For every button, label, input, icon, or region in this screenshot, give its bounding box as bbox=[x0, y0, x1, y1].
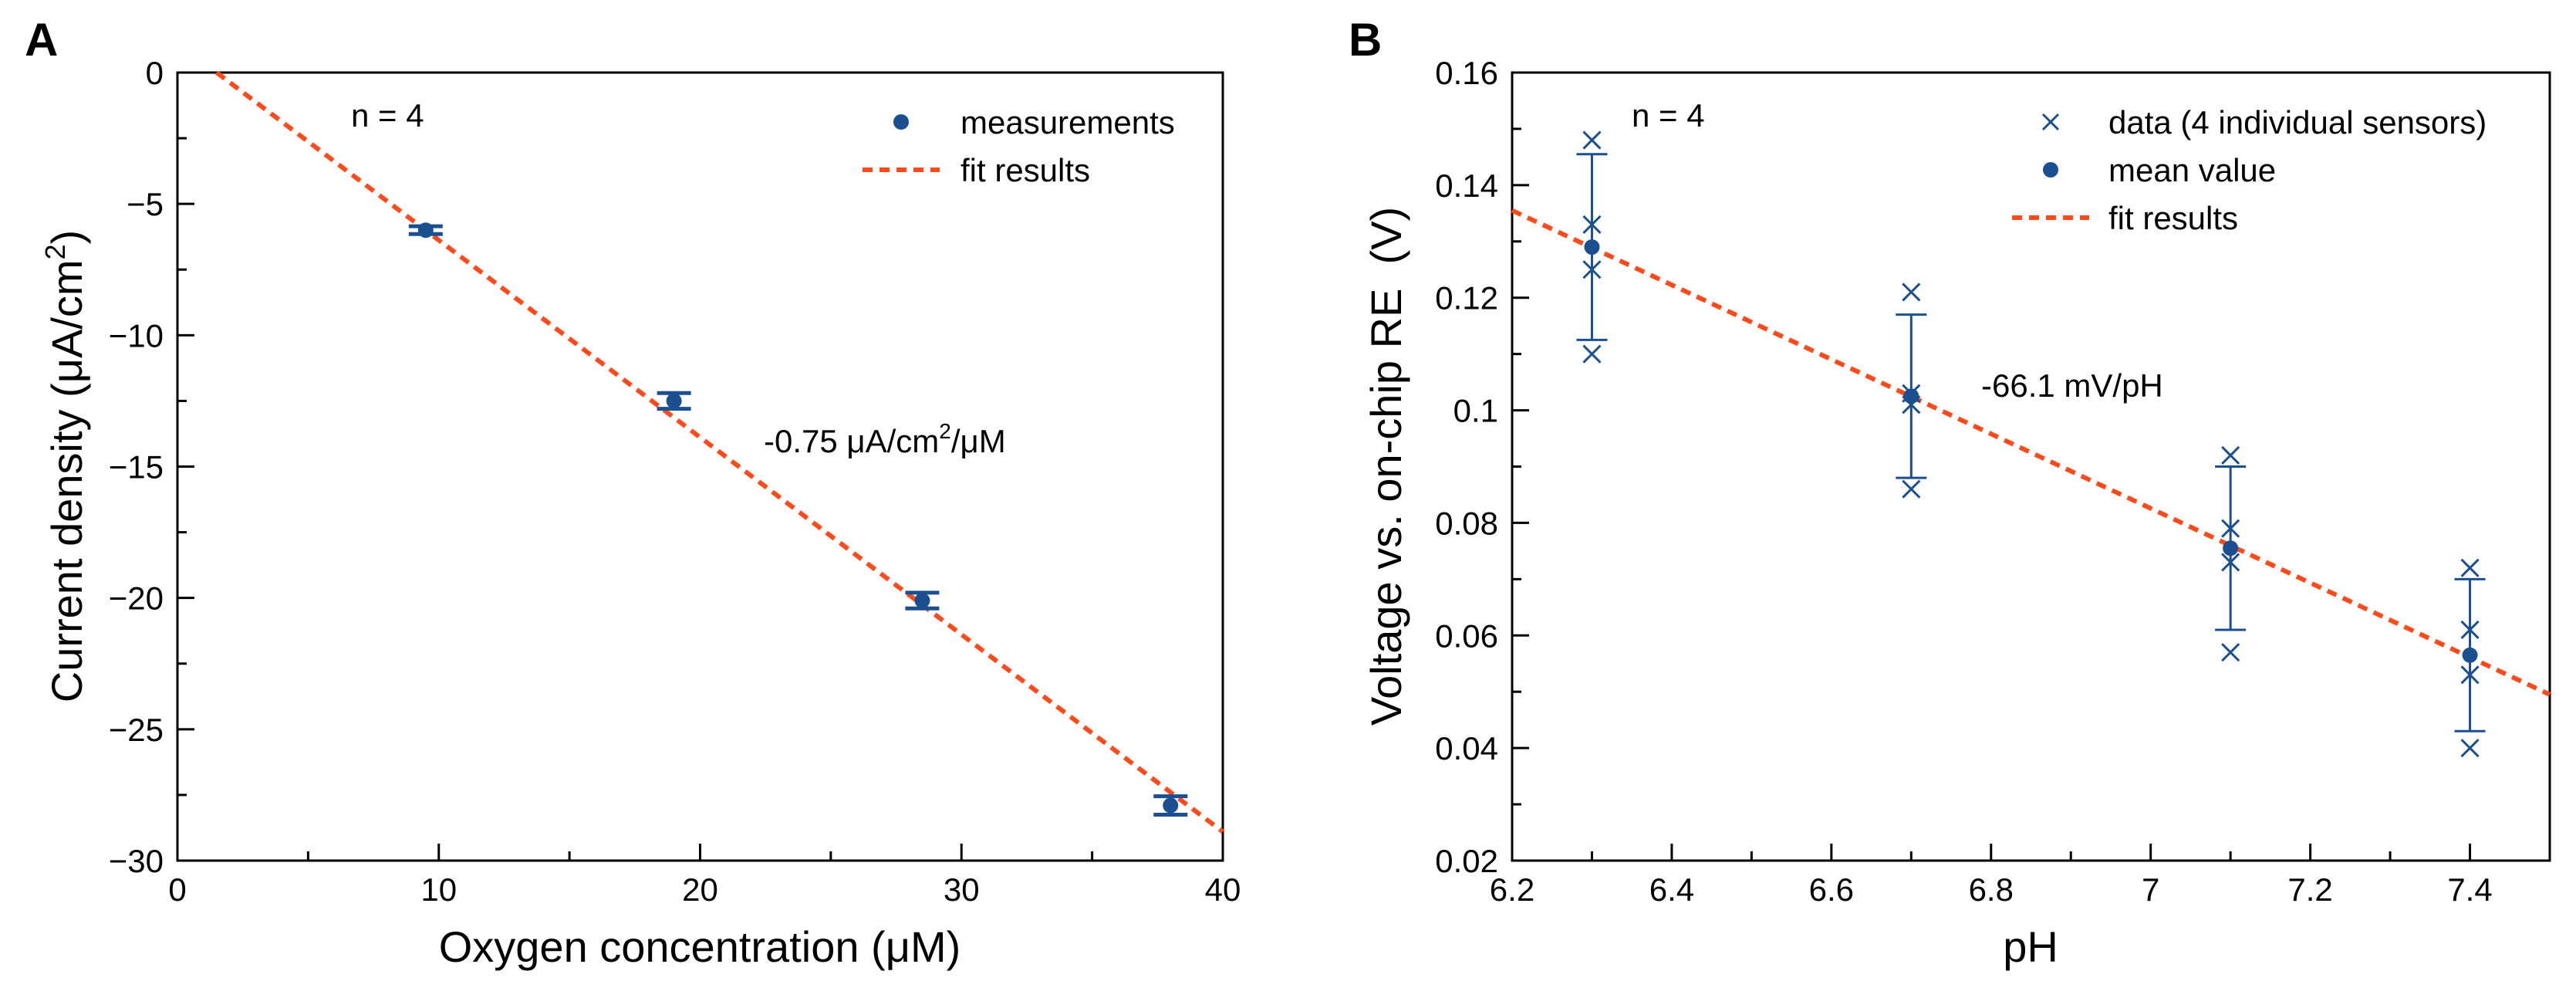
panel-b-legend: data (4 individual sensors) mean value f… bbox=[2012, 104, 2487, 236]
panel-a-marks bbox=[215, 70, 1224, 834]
panel-a-slope-label: -0.75 μA/cm2/μM bbox=[764, 419, 1006, 459]
y-tick-label: 0.02 bbox=[1435, 843, 1498, 879]
panel-b-x-axis-label: pH bbox=[2003, 922, 2058, 971]
panel-b-ticks bbox=[1511, 71, 2551, 862]
panel-a-tick-labels: 0 10 20 30 40 0 −5 −10 −15 −20 −25 −30 bbox=[109, 55, 1241, 908]
panel-a-frame bbox=[176, 71, 1224, 862]
panel-a-label: A bbox=[25, 14, 58, 66]
y-tick-label: 0 bbox=[146, 55, 164, 91]
panel-a-x-axis-label: Oxygen concentration (μM) bbox=[439, 922, 961, 971]
y-tick-label: −30 bbox=[109, 843, 164, 879]
x-tick-label: 10 bbox=[420, 871, 457, 908]
panel-a-y-axis-label-main: Current density (μA/cm bbox=[42, 259, 91, 702]
data-point-cross bbox=[1902, 282, 1921, 302]
panel-a-legend: measurements fit results bbox=[863, 104, 1175, 188]
panel-a-slope-end: /μM bbox=[951, 423, 1006, 459]
mean-point bbox=[1903, 388, 1919, 404]
legend-b-fit-label: fit results bbox=[2108, 200, 2238, 236]
legend-a-measurements-marker bbox=[893, 114, 909, 130]
legend-a-measurements-label: measurements bbox=[961, 104, 1175, 140]
legend-b-data-label: data (4 individual sensors) bbox=[2108, 104, 2487, 140]
data-point-cross bbox=[1902, 479, 1921, 499]
panel-b-slope-label: -66.1 mV/pH bbox=[1981, 367, 2163, 404]
panel-a-ticks bbox=[176, 71, 1224, 862]
panel-b-marks bbox=[1511, 130, 2551, 758]
fit-line bbox=[1511, 208, 2551, 697]
y-tick-label: 0.12 bbox=[1435, 280, 1498, 316]
panel-b-tick-labels: 6.2 6.4 6.6 6.8 7 7.2 7.4 0.02 0.04 0.06 0.08 0.1 0.… bbox=[1435, 55, 2492, 908]
x-tick-label: 20 bbox=[682, 871, 718, 908]
x-tick-label: 7 bbox=[2142, 871, 2159, 908]
mean-point bbox=[2462, 647, 2478, 663]
mean-point bbox=[1584, 239, 1600, 255]
mean-point bbox=[914, 593, 930, 609]
mean-point bbox=[2223, 540, 2239, 557]
y-tick-label: 0.08 bbox=[1435, 505, 1498, 541]
data-point-cross bbox=[1582, 130, 1602, 150]
y-tick-label: −10 bbox=[109, 317, 164, 354]
x-tick-label: 40 bbox=[1205, 871, 1241, 908]
y-tick-label: 0.1 bbox=[1453, 393, 1498, 429]
panel-a-y-axis-label-end: ) bbox=[42, 230, 91, 245]
data-point-cross bbox=[1582, 344, 1602, 364]
panel-b-sample-note: n = 4 bbox=[1632, 97, 1705, 134]
legend-a-fit-label: fit results bbox=[961, 152, 1090, 188]
panel-a-slope-main: -0.75 μA/cm bbox=[764, 423, 939, 459]
data-point-cross bbox=[2221, 643, 2240, 662]
fit-line bbox=[215, 70, 1224, 834]
y-tick-label: 0.06 bbox=[1435, 617, 1498, 654]
legend-b-mean-label: mean value bbox=[2108, 152, 2276, 188]
legend-b-cross-marker bbox=[2041, 113, 2060, 131]
y-tick-label: −5 bbox=[127, 186, 164, 222]
data-point-cross bbox=[2460, 739, 2480, 758]
x-tick-label: 7.4 bbox=[2447, 871, 2492, 908]
mean-point bbox=[1163, 797, 1179, 814]
panel-b-frame bbox=[1511, 71, 2551, 862]
y-tick-label: 0.04 bbox=[1435, 730, 1498, 766]
y-tick-label: −20 bbox=[109, 580, 164, 617]
x-tick-label: 6.2 bbox=[1490, 871, 1534, 908]
panel-a-sample-note: n = 4 bbox=[351, 97, 424, 134]
y-tick-label: −15 bbox=[109, 449, 164, 485]
y-tick-label: 0.14 bbox=[1435, 167, 1498, 204]
panel-a-y-axis-label-sup: 2 bbox=[39, 244, 71, 259]
panel-a-y-axis-label: Current density (μA/cm2) bbox=[39, 230, 91, 702]
mean-point bbox=[417, 222, 434, 239]
x-tick-label: 6.4 bbox=[1649, 871, 1694, 908]
panel-b-label: B bbox=[1349, 14, 1382, 66]
x-tick-label: 6.8 bbox=[1969, 871, 2014, 908]
panel-b: B 6.2 6.4 6.6 6.8 7 7.2 7.4 0.02 0.04 0.06 0.08 0.1… bbox=[1349, 14, 2551, 971]
panel-b-y-axis-label: Voltage vs. on-chip RE (V) bbox=[1362, 207, 1410, 726]
legend-b-mean-marker bbox=[2043, 162, 2058, 178]
data-point-cross bbox=[2460, 558, 2480, 577]
mean-point bbox=[666, 393, 682, 409]
data-point-cross bbox=[2221, 445, 2240, 465]
panel-a-slope-sup: 2 bbox=[939, 419, 951, 443]
x-tick-label: 7.2 bbox=[2287, 871, 2332, 908]
y-tick-label: −25 bbox=[109, 712, 164, 748]
x-tick-label: 6.6 bbox=[1809, 871, 1854, 908]
x-tick-label: 0 bbox=[168, 871, 186, 908]
x-tick-label: 30 bbox=[944, 871, 980, 908]
panel-a: A 0 10 20 30 40 0 −5 −10 −15 −20 −25 −30 Oxygen con… bbox=[25, 14, 1241, 971]
y-tick-label: 0.16 bbox=[1435, 55, 1498, 91]
